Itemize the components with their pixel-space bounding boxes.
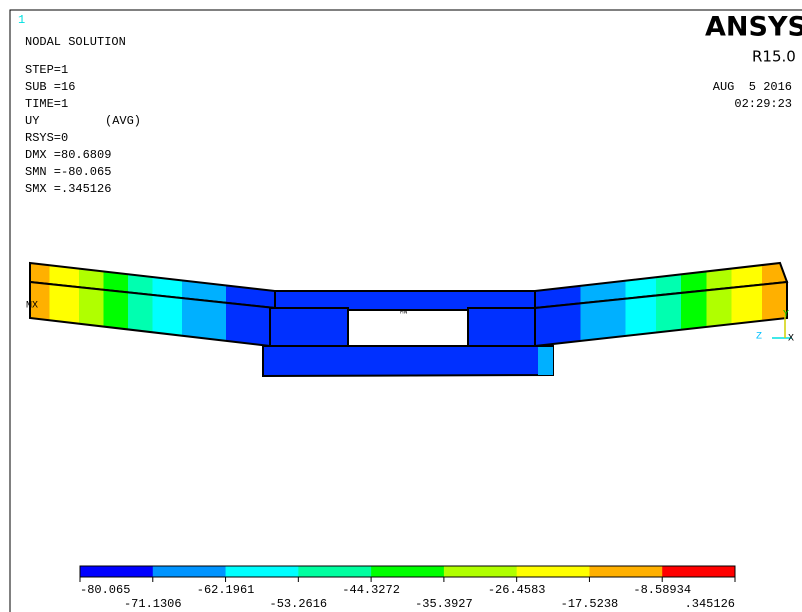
bottom-plate <box>263 346 553 376</box>
bottom-plate-edge <box>538 347 553 375</box>
stat-line: RSYS=0 <box>25 131 68 145</box>
result-avg: (AVG) <box>105 114 141 128</box>
info-line: STEP=1 <box>25 63 68 77</box>
legend-band <box>517 566 590 577</box>
min-marker: MN <box>400 309 408 316</box>
stat-line: SMX =.345126 <box>25 182 111 196</box>
opening <box>348 310 468 348</box>
legend-label: -62.1961 <box>197 583 255 597</box>
legend-label: -17.5238 <box>561 597 619 611</box>
triad-label: X <box>788 334 794 345</box>
date: AUG 5 2016 <box>713 80 792 94</box>
legend-band <box>444 566 517 577</box>
graphics-window: 1 NODAL SOLUTION STEP=1 SUB =16 TIME=1 U… <box>0 0 802 612</box>
color-legend: -80.065-71.1306 -62.1961 -53.2616 -44.3272 -… <box>80 566 736 611</box>
title: NODAL SOLUTION <box>25 35 126 49</box>
release: R15.0 <box>752 48 796 66</box>
legend-label: -44.3272 <box>342 583 400 597</box>
legend-label: -53.2616 <box>270 597 328 611</box>
legend-label: -80.065 <box>80 583 130 597</box>
legend-label: -26.4583 <box>488 583 546 597</box>
legend-band <box>226 566 299 577</box>
legend-band <box>80 566 153 577</box>
stat-line: SMN =-80.065 <box>25 165 111 179</box>
info-line: TIME=1 <box>25 97 68 111</box>
result-label: UY <box>25 114 39 128</box>
legend-band <box>662 566 735 577</box>
legend-band <box>371 566 444 577</box>
page: 1 NODAL SOLUTION STEP=1 SUB =16 TIME=1 U… <box>0 0 802 612</box>
legend-band <box>589 566 662 577</box>
window-number: 1 <box>18 13 25 27</box>
legend-band <box>298 566 371 577</box>
left-block <box>270 308 348 348</box>
model <box>30 263 787 376</box>
triad-label: Z <box>756 332 762 343</box>
legend-band <box>153 566 226 577</box>
time: 02:29:23 <box>734 97 792 111</box>
info-line: SUB =16 <box>25 80 75 94</box>
stat-line: DMX =80.6809 <box>25 148 111 162</box>
legend-label: -8.58934 <box>633 583 691 597</box>
logo: ANSYS <box>705 12 802 43</box>
right-block <box>468 308 535 348</box>
legend-label: -71.1306 <box>124 597 182 611</box>
max-marker: MX <box>26 301 38 312</box>
legend-label: -35.3927 <box>415 597 473 611</box>
legend-label: .345126 <box>685 597 735 611</box>
triad-label: Y <box>783 310 789 321</box>
